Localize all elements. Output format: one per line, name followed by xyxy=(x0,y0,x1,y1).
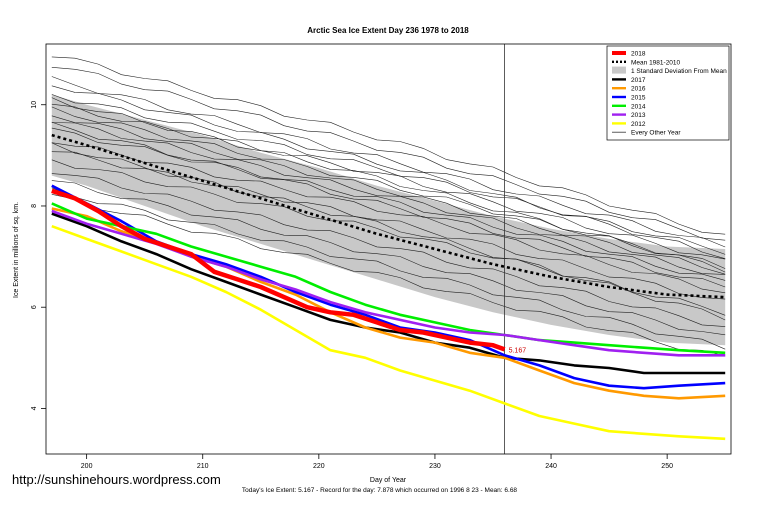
series-line-2014 xyxy=(51,202,726,355)
x-tick-label: 210 xyxy=(197,463,209,470)
series-line-other-year xyxy=(51,115,726,275)
y-axis-label: Ice Extent in millions of sq. km. xyxy=(13,202,20,298)
series-line-other-year xyxy=(51,127,726,281)
series-line-other-year xyxy=(51,180,726,336)
series-line-other-year xyxy=(51,97,726,273)
legend-label: Every Other Year xyxy=(631,130,681,137)
y-tick-label: 6 xyxy=(31,305,38,309)
series-line-other-year xyxy=(51,103,726,260)
series-line-other-year xyxy=(51,76,726,248)
series-line-other-year xyxy=(51,194,726,357)
legend-label: 2018 xyxy=(631,51,646,58)
series-line-other-year xyxy=(51,173,726,327)
series-line-other-year xyxy=(51,142,726,321)
plot-area: 5.167 200 210 220 230 240 250 4 6 8 10 xyxy=(31,43,732,470)
legend-label: 2014 xyxy=(631,103,646,110)
series-line-2018 xyxy=(51,188,506,352)
series-line-other-year xyxy=(51,121,726,288)
x-tick-label: 230 xyxy=(429,463,441,470)
legend-label: 2017 xyxy=(631,77,646,84)
series-line-other-year xyxy=(51,67,726,241)
series-line-other-year xyxy=(51,56,726,235)
legend-swatch xyxy=(612,66,626,74)
chart-title: Arctic Sea Ice Extent Day 236 1978 to 20… xyxy=(307,26,469,35)
legend-box xyxy=(606,45,730,141)
legend-label: 2015 xyxy=(631,95,646,102)
legend-label: 2016 xyxy=(631,86,646,93)
y-tick-label: 10 xyxy=(31,101,38,109)
series-line-other-year xyxy=(51,151,726,300)
legend-label: 2013 xyxy=(631,112,646,119)
legend-label: 2012 xyxy=(631,121,646,128)
y-tick-label: 8 xyxy=(31,204,38,208)
x-tick-label: 250 xyxy=(661,463,673,470)
std-dev-band xyxy=(51,94,726,346)
x-tick-label: 200 xyxy=(81,463,93,470)
y-tick-label: 4 xyxy=(31,406,38,410)
series-line-mean xyxy=(51,133,726,299)
series-line-2017 xyxy=(51,212,726,375)
x-axis-label: Day of Year xyxy=(370,477,407,484)
legend-label: Mean 1981-2010 xyxy=(631,59,681,66)
footer-caption: Today's Ice Extent: 5.167 - Record for t… xyxy=(241,487,518,494)
series-line-other-year xyxy=(51,142,726,294)
series-line-other-year xyxy=(51,159,726,316)
plot-frame xyxy=(45,43,732,455)
site-url[interactable]: http://sunshinehours.wordpress.com xyxy=(12,472,221,487)
series-line-other-year xyxy=(51,94,726,255)
series-line-other-year xyxy=(51,122,726,275)
x-tick-label: 240 xyxy=(545,463,557,470)
series-line-other-year xyxy=(51,85,726,259)
legend-label: 1 Standard Deviation From Mean xyxy=(631,68,727,75)
series-line-2012 xyxy=(51,224,726,441)
x-tick-label: 220 xyxy=(313,463,325,470)
current-value-label: 5.167 xyxy=(509,347,527,354)
series-line-other-year xyxy=(51,187,726,350)
